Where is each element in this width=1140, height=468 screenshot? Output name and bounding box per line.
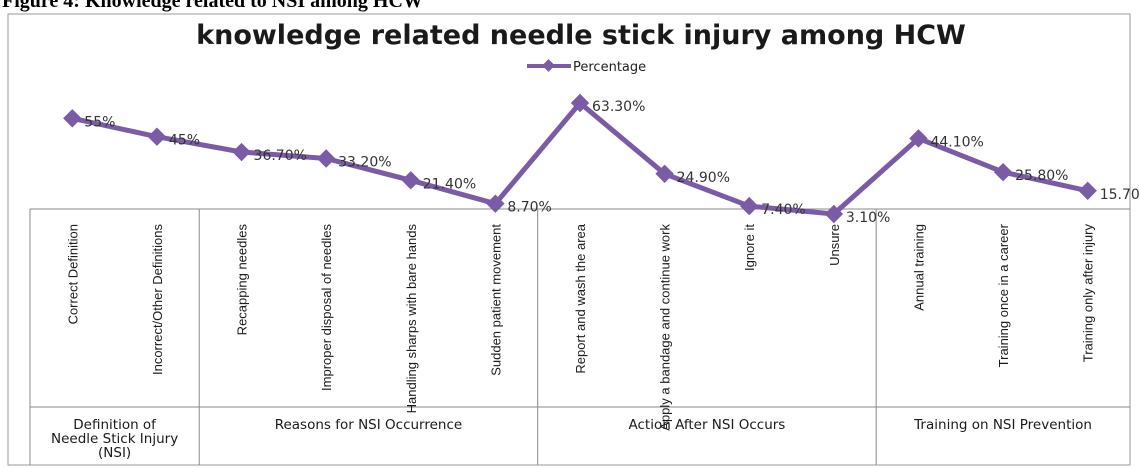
legend-label: Percentage: [573, 60, 646, 75]
category-label: Unsure: [827, 224, 842, 266]
data-point: [993, 162, 1013, 182]
data-point: [824, 204, 844, 224]
category-label: Improper disposal of needles: [319, 224, 334, 391]
category-label: Handling sharps with bare hands: [404, 224, 419, 414]
data-label: 7.40%: [761, 202, 805, 218]
data-point: [1078, 181, 1097, 200]
data-label: 21.40%: [423, 176, 476, 192]
category-label: Sudden patient movement: [488, 224, 503, 376]
category-axis-box: [29, 208, 1130, 465]
data-label: 25.80%: [1015, 168, 1068, 184]
category-labels: Correct Definition Incorrect/Other Defini…: [65, 223, 1095, 430]
group-label: Training on NSI Prevention: [913, 417, 1092, 433]
data-label: 55%: [84, 114, 115, 130]
data-point: [909, 129, 928, 148]
data-point: [316, 149, 336, 168]
data-point: [63, 109, 82, 128]
legend: Percentage: [527, 59, 646, 75]
category-label: Training once in a career: [996, 223, 1011, 367]
category-label: Correct Definition: [65, 224, 80, 324]
category-label: Apply a bandage and continue work: [658, 224, 673, 431]
group-label: (NSI): [98, 445, 131, 461]
data-label: 15.70%: [1100, 187, 1140, 203]
figure-caption: Figure 4: Knowledge related to NSI among…: [2, 0, 423, 12]
chart-area-border: [7, 13, 1131, 466]
data-label: 63.30%: [592, 99, 645, 115]
group-label: Reasons for NSI Occurrence: [275, 417, 463, 433]
data-label: 44.10%: [930, 134, 983, 150]
category-label: Recapping needles: [235, 224, 250, 336]
category-label: Incorrect/Other Definitions: [150, 224, 165, 376]
group-label: Action After NSI Occurs: [629, 417, 786, 433]
data-label: 33.20%: [338, 155, 391, 171]
data-point: [147, 127, 167, 146]
group-label: Needle Stick Injury: [51, 431, 178, 447]
category-label: Report and wash the area: [573, 223, 588, 373]
category-label: Annual training: [911, 224, 926, 311]
category-label: Training only after injury: [1081, 224, 1096, 363]
data-point: [570, 93, 590, 113]
data-points: [63, 93, 1097, 224]
data-point: [655, 164, 674, 183]
data-label: 45%: [169, 133, 200, 149]
data-point: [740, 196, 759, 216]
data-label: 8.70%: [507, 200, 551, 216]
data-point: [401, 171, 420, 190]
group-label: Definition of: [73, 417, 157, 433]
data-label: 3.10%: [846, 210, 890, 226]
chart-title: knowledge related needle stick injury am…: [196, 20, 966, 51]
data-label: 36.70%: [254, 148, 307, 164]
data-label: 24.90%: [677, 170, 730, 186]
category-label: Ignore it: [742, 224, 757, 271]
data-labels: 55% 45% 36.70% 33.20% 21.40% 8.70% 63.30% 24.90…: [84, 99, 1140, 226]
data-point: [486, 194, 505, 213]
data-point: [232, 142, 251, 162]
